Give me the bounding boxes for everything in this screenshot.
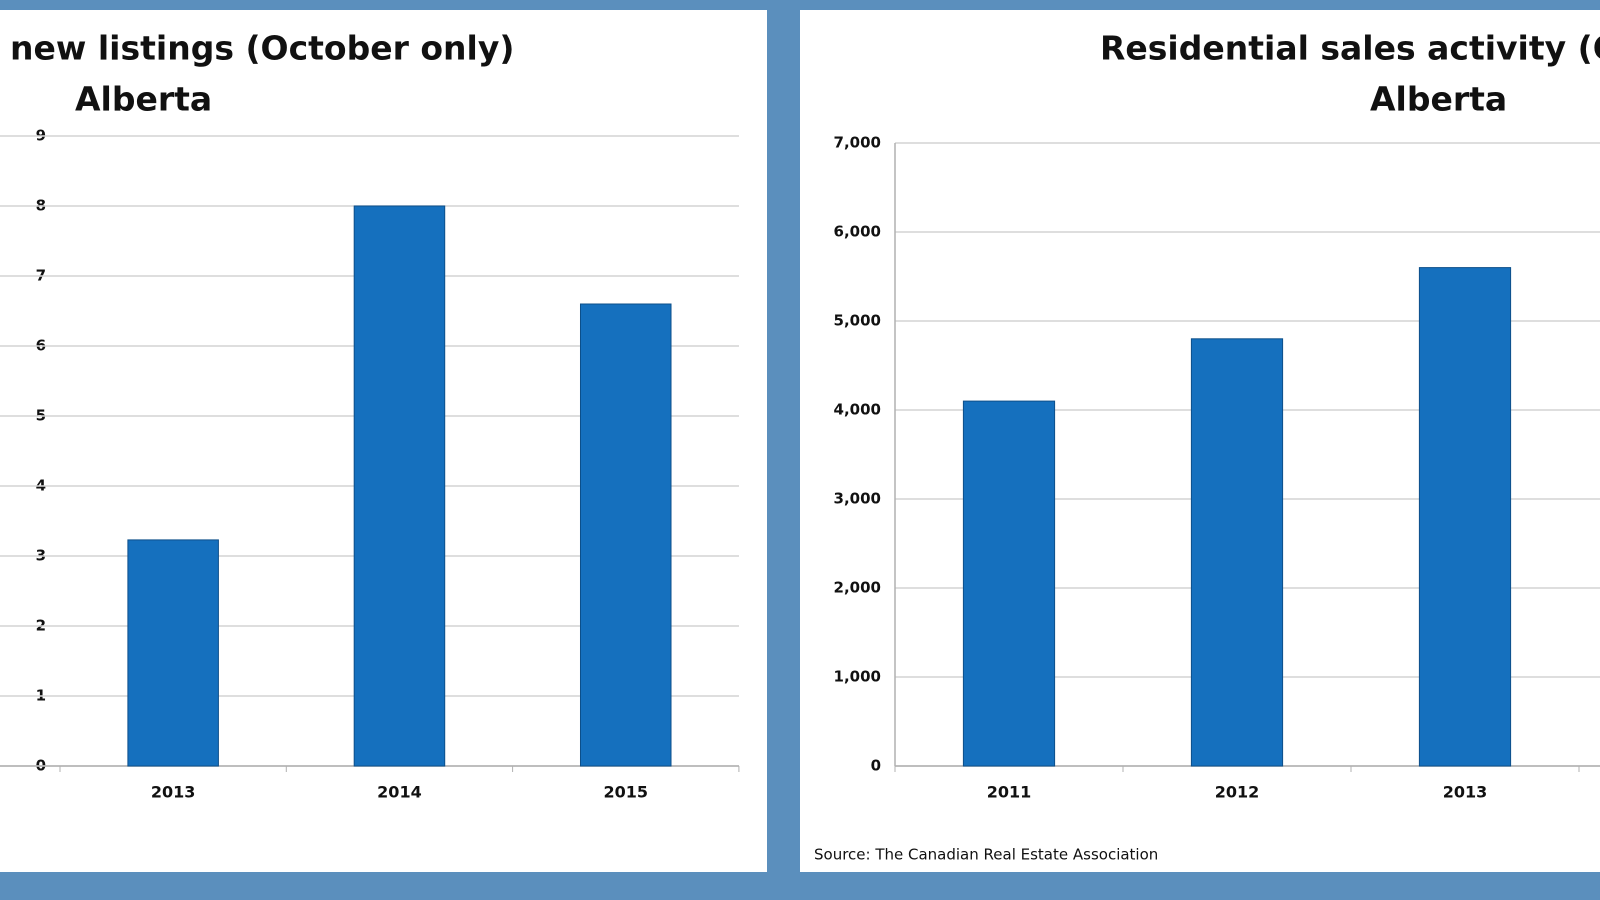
x-tick-label: 2012: [1215, 783, 1260, 802]
chart-subtitle: Alberta: [75, 80, 212, 119]
y-tick-label: 4,000: [834, 401, 881, 419]
x-tick-label: 2011: [987, 783, 1032, 802]
y-tick-label: 7,000: [834, 134, 881, 152]
x-tick-label: 2013: [1443, 783, 1488, 802]
y-tick-label: 3,000: [834, 490, 881, 508]
y-tick-label: 6,000: [834, 223, 881, 241]
x-tick-label: 2015: [603, 783, 648, 802]
y-tick-label: 5,000: [834, 312, 881, 330]
bar: [353, 205, 446, 767]
y-tick-label: 0: [871, 757, 881, 775]
chart-title: new listings (October only): [10, 29, 514, 68]
chart-title: Residential sales activity (Oc: [1100, 29, 1600, 68]
y-tick-label: 1,000: [834, 668, 881, 686]
y-tick-label: 2,000: [834, 579, 881, 597]
source-note: Source: The Canadian Real Estate Associa…: [814, 846, 1158, 864]
bar: [579, 303, 672, 767]
bar: [127, 539, 219, 767]
bar: [1190, 338, 1284, 767]
chart-subtitle: Alberta: [1370, 80, 1507, 119]
bar: [962, 400, 1056, 767]
x-tick-label: 2013: [151, 783, 196, 802]
x-tick-label: 2014: [377, 783, 422, 802]
bar: [1418, 267, 1512, 767]
